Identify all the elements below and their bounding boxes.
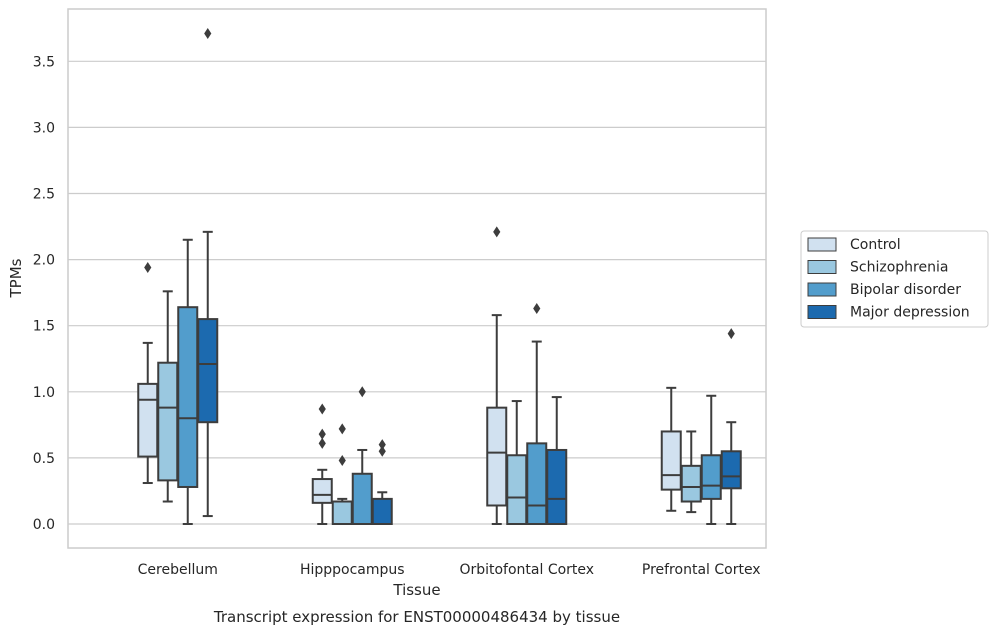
legend-label: Schizophrenia <box>850 260 948 276</box>
box-iqr <box>371 497 393 525</box>
outlier-point <box>204 28 212 40</box>
y-tick-label: 2.5 <box>33 187 55 203</box>
box-control <box>311 403 333 525</box>
x-tick-label: Orbitofontal Cortex <box>459 562 594 578</box>
y-tick-label: 0.0 <box>33 517 55 533</box>
box-iqr <box>311 478 333 504</box>
outlier-point <box>318 403 326 415</box>
x-axis-label: Tissue <box>392 581 440 599</box>
box-major-depression <box>197 28 219 518</box>
box-iqr <box>680 464 702 503</box>
y-tick-label: 1.0 <box>33 385 55 401</box>
outlier-point <box>144 262 152 274</box>
box-plots <box>137 28 742 526</box>
box-major-depression <box>546 396 568 525</box>
outlier-point <box>727 328 735 340</box>
outlier-point <box>378 445 386 457</box>
box-iqr <box>331 500 353 525</box>
box-major-depression <box>371 439 393 525</box>
outlier-point <box>318 428 326 440</box>
box-iqr <box>720 450 742 490</box>
x-tick-label: Hipppocampus <box>300 562 405 578</box>
box-iqr <box>137 382 159 458</box>
box-control <box>660 386 682 512</box>
legend-swatch <box>807 237 837 252</box>
outlier-point <box>358 386 366 398</box>
outlier-point <box>533 303 541 315</box>
outlier-point <box>493 226 501 238</box>
outlier-point <box>378 439 386 451</box>
x-tick-label: Cerebellum <box>138 562 218 578</box>
y-tick-label: 0.5 <box>33 451 55 467</box>
box-iqr <box>526 442 548 525</box>
legend-swatch <box>807 260 837 274</box>
box-bipolar-disorder <box>351 386 373 526</box>
box-schizophrenia <box>157 290 179 503</box>
legend-swatch <box>807 305 837 319</box>
box-iqr <box>197 318 219 424</box>
legend: Control Schizophrenia Bipolar disorder Majo… <box>800 230 989 328</box>
outlier-point <box>318 437 326 449</box>
box-iqr <box>546 448 568 525</box>
legend-swatch <box>807 282 837 297</box>
y-tick-label: 1.5 <box>33 319 55 335</box>
outlier-point <box>338 423 346 435</box>
box-iqr <box>157 361 179 482</box>
box-bipolar-disorder <box>177 238 199 525</box>
chart-caption: Transcript expression for ENST0000048643… <box>213 608 620 626</box>
outlier-point <box>338 455 346 467</box>
y-tick-label: 2.0 <box>33 253 55 269</box>
box-iqr <box>351 472 373 526</box>
y-tick-labels: 0.0 0.5 1.0 1.5 2.0 2.5 3.0 3.5 <box>33 54 55 533</box>
box-schizophrenia <box>680 430 702 514</box>
legend-label: Control <box>850 237 901 253</box>
legend-frame <box>800 230 989 328</box>
box-iqr <box>506 454 528 526</box>
box-control <box>486 226 508 525</box>
box-schizophrenia <box>506 400 528 526</box>
box-schizophrenia <box>331 423 353 525</box>
box-major-depression <box>720 328 742 525</box>
y-tick-label: 3.0 <box>33 120 55 136</box>
box-control <box>137 262 159 485</box>
box-iqr <box>177 306 199 488</box>
box-iqr <box>486 406 508 507</box>
x-tick-labels: Cerebellum Hipppocampus Orbitofontal Corte… <box>138 562 761 578</box>
legend-label: Major depression <box>850 305 970 321</box>
y-tick-label: 3.5 <box>33 54 55 70</box>
y-axis-label: TPMs <box>7 258 25 298</box>
plot-frame <box>67 8 767 549</box>
box-bipolar-disorder <box>526 303 548 525</box>
x-tick-label: Prefrontal Cortex <box>642 562 761 578</box>
box-iqr <box>660 430 682 491</box>
box-bipolar-disorder <box>700 394 722 525</box>
box-iqr <box>700 454 722 500</box>
legend-label: Bipolar disorder <box>850 282 961 298</box>
